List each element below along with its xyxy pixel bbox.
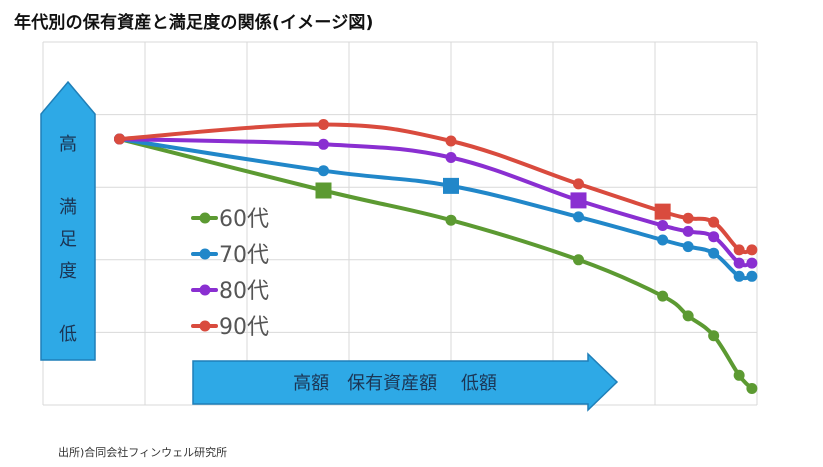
milestone-marker — [315, 182, 332, 199]
data-point — [682, 241, 694, 253]
legend-label: 80代 — [219, 279, 269, 304]
data-point — [573, 254, 584, 266]
data-point — [445, 135, 457, 147]
data-point — [682, 225, 694, 237]
legend-swatch-marker — [199, 284, 211, 296]
legend-item: 60代 — [191, 207, 269, 232]
series-2 — [114, 133, 758, 282]
legend-item: 90代 — [191, 315, 269, 340]
legend: 60代 70代 80代 90代 — [191, 207, 269, 340]
data-point — [708, 330, 720, 342]
data-point — [682, 310, 694, 322]
data-point — [746, 257, 758, 269]
legend-swatch-marker — [199, 320, 211, 332]
y-arrow-label-low: 低 — [59, 324, 77, 345]
legend-swatch-marker — [199, 248, 211, 260]
milestone-marker — [443, 177, 459, 194]
series-3 — [114, 133, 758, 269]
y-arrow-label-man: 満 — [59, 197, 77, 218]
data-point — [733, 270, 745, 282]
data-point — [746, 383, 758, 394]
data-point — [746, 244, 758, 256]
data-point — [733, 244, 745, 256]
x-arrow: 高額 保有資産額 低額 — [192, 352, 619, 412]
legend-item: 80代 — [191, 279, 269, 304]
data-point — [733, 369, 745, 381]
y-arrow-label-zoku: 足 — [59, 229, 77, 250]
legend-item: 70代 — [191, 243, 269, 268]
page-title: 年代別の保有資産と満足度の関係(イメージ図) — [14, 13, 374, 33]
series-line — [117, 137, 754, 268]
y-arrow-label-high: 高 — [59, 134, 77, 155]
series-line — [117, 122, 754, 255]
series-line — [117, 137, 754, 391]
x-arrow-shape — [192, 352, 619, 412]
series-layer — [114, 119, 758, 394]
data-point — [573, 211, 584, 223]
data-point — [657, 234, 669, 246]
legend-swatch-marker — [199, 212, 211, 224]
y-arrow-shape — [40, 80, 96, 361]
legend-label: 60代 — [219, 207, 269, 232]
data-point — [708, 247, 720, 259]
data-point — [708, 216, 720, 228]
milestone-marker — [570, 192, 587, 209]
milestone-marker — [654, 203, 671, 220]
data-point — [445, 214, 457, 226]
data-point — [318, 138, 329, 150]
data-point — [708, 231, 720, 243]
y-arrow: 高 満 足 度 低 — [40, 80, 96, 361]
data-point — [746, 270, 758, 282]
data-point — [682, 212, 694, 224]
data-point — [657, 219, 669, 231]
data-point — [114, 133, 125, 145]
data-point — [318, 165, 329, 177]
series-4 — [114, 119, 758, 256]
legend-label: 90代 — [219, 315, 269, 340]
data-point — [657, 290, 669, 302]
legend-label: 70代 — [219, 243, 269, 268]
series-1 — [114, 133, 758, 394]
y-arrow-label-do: 度 — [59, 261, 77, 282]
data-point — [573, 178, 584, 190]
data-point — [445, 152, 457, 163]
grid — [42, 41, 758, 406]
data-point — [733, 257, 745, 269]
source-note: 出所)合同会社フィンウェル研究所 — [58, 446, 228, 459]
data-point — [318, 119, 329, 130]
x-arrow-label: 高額 保有資産額 低額 — [293, 373, 497, 394]
